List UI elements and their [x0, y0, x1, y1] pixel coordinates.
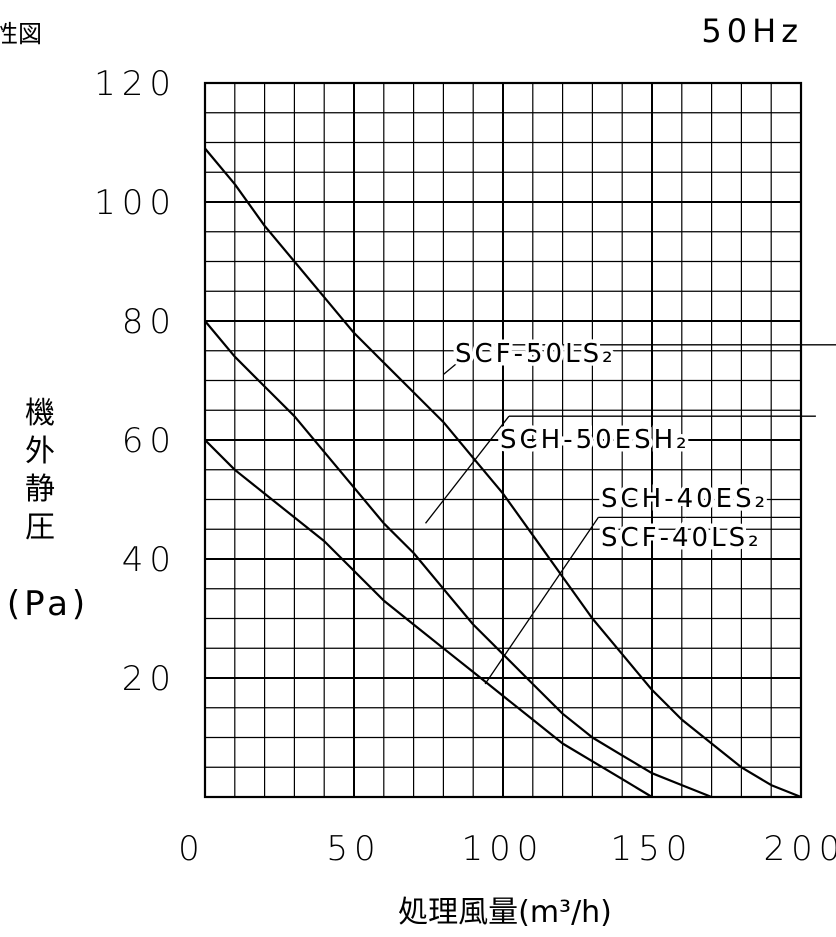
series-line: [204, 320, 713, 799]
series-line: [204, 147, 802, 799]
x-tick-label: 0: [178, 829, 206, 869]
grid: [203, 81, 803, 799]
leaders: [425, 344, 836, 685]
y-tick-label: 100: [94, 183, 177, 223]
series-labels: SCF-50LS₂ SCH-50ESH₂ SCH-40ES₂ SCF-40LS₂: [452, 336, 769, 557]
series-label: SCF-40LS₂: [601, 523, 762, 553]
curves: [204, 147, 802, 799]
y-tick-label: 80: [122, 302, 177, 342]
y-axis-unit: (Pa): [7, 584, 89, 624]
y-axis-label-char: 静: [25, 472, 55, 507]
x-tick-label: 150: [611, 829, 694, 869]
x-tick-label: 100: [462, 829, 545, 869]
leader-line: [442, 344, 480, 376]
y-tick-label: 120: [94, 64, 177, 104]
y-axis-label-char: 機: [25, 396, 55, 431]
series-label: SCH-50ESH₂: [500, 425, 690, 455]
leader-line: [484, 516, 599, 685]
x-axis-title: 処理風量(m³/h): [398, 895, 612, 930]
leader-line: [425, 415, 510, 524]
x-tick-labels: 0 50 100 150 200: [178, 829, 836, 869]
series-label: SCF-50LS₂: [455, 339, 616, 369]
y-axis-label-char: 外: [25, 434, 55, 469]
x-tick-label: 50: [326, 829, 381, 869]
series-label: SCH-40ES₂: [601, 484, 768, 514]
x-tick-label: 200: [764, 829, 836, 869]
y-axis-label-char: 圧: [25, 510, 55, 545]
y-tick-label: 40: [122, 540, 177, 580]
frequency-label: 50Hz: [701, 12, 803, 50]
y-tick-label: 20: [122, 659, 177, 699]
series-line: [204, 439, 653, 798]
y-tick-label: 60: [122, 421, 177, 461]
title-fragment: 性図: [0, 20, 42, 48]
y-tick-labels: 20 40 60 80 100 120: [94, 64, 177, 699]
